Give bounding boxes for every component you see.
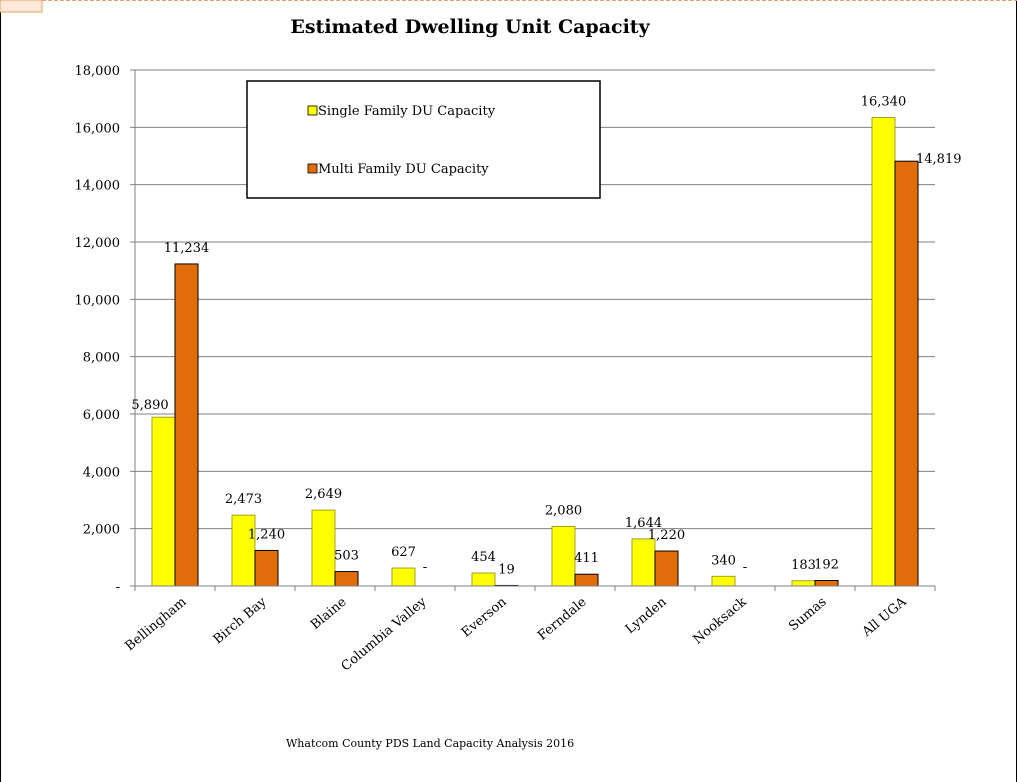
- x-category-label: Sumas: [786, 595, 829, 635]
- data-label-multi-family: 14,819: [916, 152, 962, 167]
- data-label-multi-family: 411: [574, 551, 599, 566]
- source-note: Whatcom County PDS Land Capacity Analysi…: [286, 737, 575, 750]
- y-tick-label: 4,000: [83, 465, 120, 480]
- bar-multi-family: [654, 550, 679, 587]
- bar-single-family: [471, 572, 496, 587]
- y-tick-label: 14,000: [75, 179, 121, 194]
- bar-multi-family: [894, 160, 919, 587]
- bar-single-family: [631, 538, 656, 587]
- bar-single-family: [711, 575, 736, 587]
- bar-multi-family: [254, 549, 279, 587]
- x-category-label: Ferndale: [535, 594, 590, 643]
- bar-single-family: [311, 509, 336, 587]
- data-label-multi-family: 192: [814, 557, 839, 572]
- data-label-single-family: 5,890: [131, 398, 168, 413]
- bar-single-family: [791, 580, 816, 587]
- y-tick-label: 16,000: [75, 121, 121, 136]
- data-label-single-family: 16,340: [861, 95, 907, 110]
- x-category-label: Birch Bay: [211, 594, 270, 647]
- y-tick-label: 18,000: [75, 64, 121, 79]
- legend-swatch-multi-family: [307, 163, 318, 174]
- legend-swatch-single-family: [307, 105, 318, 116]
- bar-single-family: [391, 567, 416, 587]
- legend-label-multi-family: Multi Family DU Capacity: [318, 162, 489, 177]
- bars: [151, 117, 919, 587]
- data-label-multi-family: -: [423, 560, 427, 575]
- y-tick-label: 10,000: [75, 293, 121, 308]
- data-label-single-family: 2,649: [305, 487, 342, 502]
- data-label-multi-family: 1,220: [648, 528, 685, 543]
- bar-multi-family: [174, 263, 199, 587]
- bar-single-family: [871, 117, 896, 587]
- data-label-single-family: 183: [791, 558, 816, 573]
- bar-single-family: [231, 514, 256, 587]
- y-tick-label: 8,000: [83, 351, 120, 366]
- x-category-label: Columbia Valley: [339, 594, 431, 674]
- bar-single-family: [151, 416, 176, 587]
- data-label-multi-family: -: [743, 560, 747, 575]
- bar-multi-family: [814, 579, 839, 587]
- bar-single-family: [551, 525, 576, 587]
- bar-multi-family: [574, 573, 599, 587]
- x-category-label: Nooksack: [691, 595, 750, 648]
- x-category-label: Lynden: [623, 594, 670, 637]
- y-tick-label: 6,000: [83, 408, 120, 423]
- data-label-single-family: 627: [391, 545, 416, 560]
- y-tick-label: -: [116, 580, 120, 595]
- y-tick-label: 2,000: [83, 523, 120, 538]
- x-category-label: Bellingham: [123, 595, 190, 655]
- x-category-label: Everson: [459, 594, 510, 640]
- data-label-single-family: 2,473: [225, 492, 262, 507]
- legend: Single Family DU Capacity Multi Family D…: [246, 80, 601, 199]
- data-label-multi-family: 1,240: [248, 527, 285, 542]
- x-category-label: Blaine: [308, 594, 350, 632]
- bar-multi-family: [334, 571, 359, 587]
- data-label-single-family: 1,644: [625, 516, 662, 531]
- data-label-single-family: 454: [471, 550, 496, 565]
- data-label-multi-family: 503: [334, 549, 359, 564]
- data-label-single-family: 340: [711, 553, 736, 568]
- y-tick-label: 12,000: [75, 236, 121, 251]
- data-label-single-family: 2,080: [545, 503, 582, 518]
- x-category-label: All UGA: [859, 594, 910, 640]
- data-label-multi-family: 19: [498, 562, 515, 577]
- chart-title: Estimated Dwelling Unit Capacity: [290, 16, 650, 38]
- data-label-multi-family: 11,234: [164, 241, 210, 256]
- legend-label-single-family: Single Family DU Capacity: [318, 104, 496, 119]
